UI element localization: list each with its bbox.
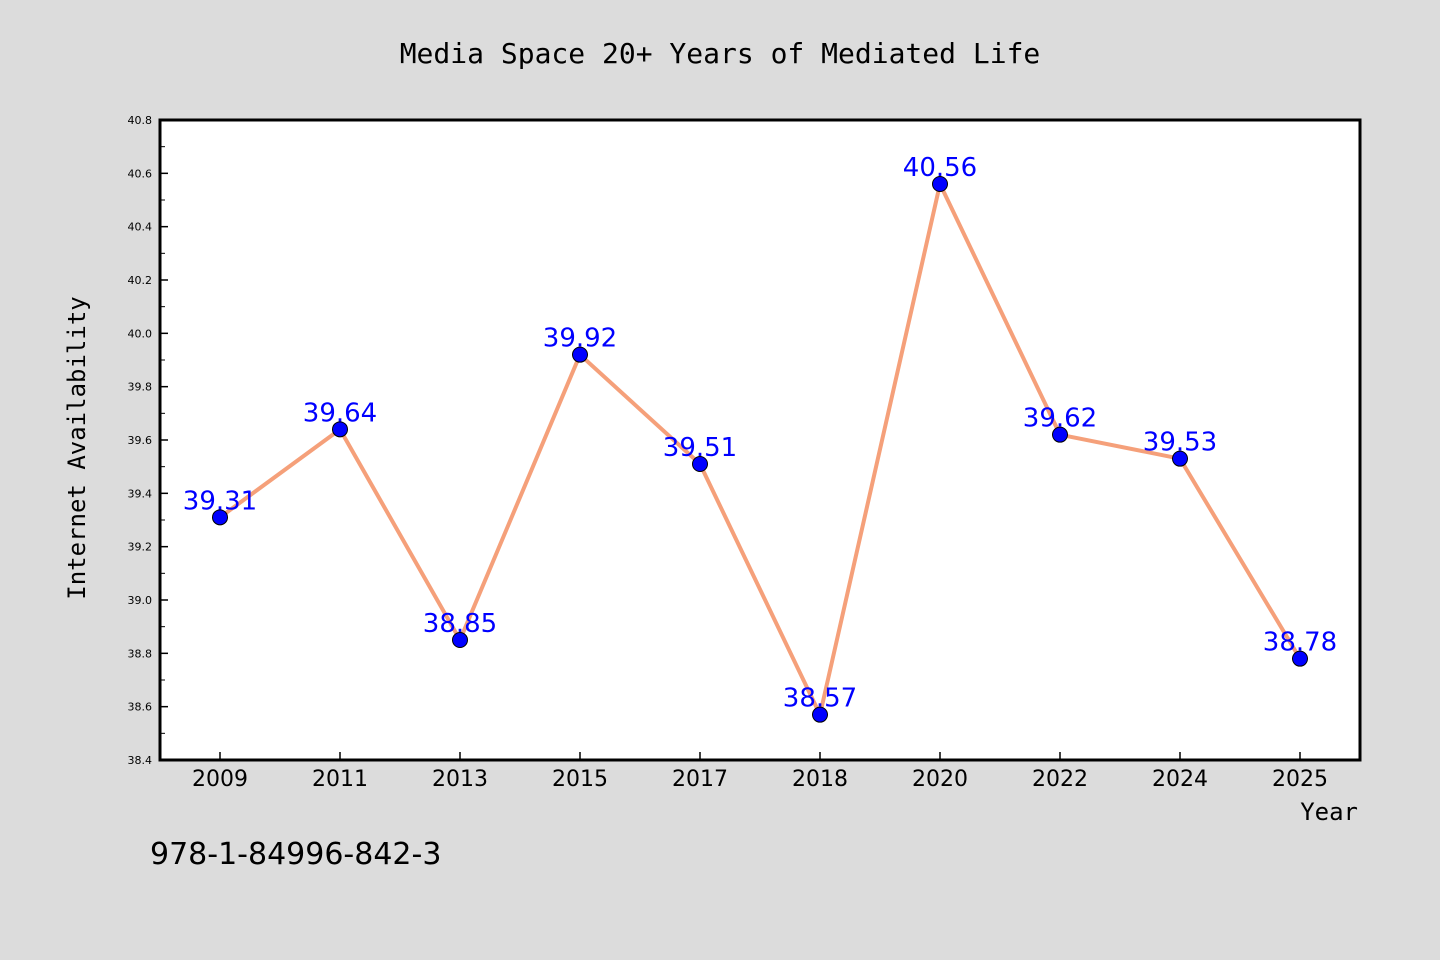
data-point-marker	[452, 632, 468, 648]
chart-title: Media Space 20+ Years of Mediated Life	[400, 37, 1041, 70]
series-line-group	[218, 182, 1302, 717]
markers-group	[212, 176, 1308, 723]
x-tick-label: 2018	[792, 767, 848, 792]
data-point-marker	[812, 706, 828, 723]
data-point-marker	[932, 176, 948, 192]
data-point-marker	[1052, 426, 1068, 443]
data-point-label: 38.85	[423, 609, 497, 639]
y-axis: 38.4 38.6 38.8 39.0 39.2 39.4 39.6 39.8 40.0 40.2…	[128, 114, 168, 767]
y-tick-label: 38.6	[128, 701, 153, 714]
data-point-marker	[692, 456, 708, 472]
y-tick-label: 40.8	[128, 114, 153, 127]
data-point-label: 39.92	[543, 324, 617, 354]
data-point-label: 39.51	[663, 433, 737, 463]
y-tick-label: 40.2	[128, 274, 153, 287]
x-tick-label: 2009	[192, 767, 248, 792]
data-labels-group: 39.31 39.64 38.85 39.92 39.51 38.57 40.56 39.62…	[183, 153, 1337, 714]
x-tick-label: 2017	[672, 767, 728, 792]
x-axis: 2009 2011 2013 2015 2017 2018 2020 2022 2024 2025	[192, 752, 1328, 792]
x-tick-label: 2022	[1032, 767, 1088, 792]
x-tick-label: 2015	[552, 767, 608, 792]
y-tick-label: 40.0	[128, 327, 153, 340]
data-point-label: 38.78	[1263, 628, 1337, 658]
y-tick-label: 40.4	[128, 221, 153, 234]
y-axis-label: Internet Availability	[63, 296, 91, 599]
x-tick-label: 2011	[312, 767, 368, 792]
y-tick-label: 39.4	[128, 487, 153, 500]
y-tick-label: 38.4	[128, 754, 153, 767]
y-tick-label: 39.0	[128, 594, 153, 607]
x-tick-label: 2020	[912, 767, 968, 792]
x-tick-label: 2024	[1152, 767, 1208, 792]
y-tick-label: 39.2	[128, 541, 153, 554]
data-point-marker	[332, 421, 348, 438]
x-axis-label: Year	[1300, 798, 1358, 826]
y-tick-label: 39.8	[128, 381, 153, 394]
data-point-label: 39.53	[1143, 428, 1217, 458]
data-point-marker	[212, 509, 228, 526]
plot-area	[158, 118, 1362, 762]
data-point-marker	[1172, 450, 1188, 467]
y-tick-label: 39.6	[128, 434, 153, 447]
x-tick-label: 2025	[1272, 767, 1328, 792]
data-point-label: 39.62	[1023, 404, 1097, 434]
data-point-label: 39.64	[303, 398, 377, 428]
data-point-label: 40.56	[903, 153, 977, 183]
series-line	[218, 182, 1302, 717]
data-point-marker	[572, 346, 588, 363]
x-tick-label: 2013	[432, 767, 488, 792]
data-point-label: 39.31	[183, 486, 257, 516]
data-point-marker	[1292, 650, 1308, 667]
footer-isbn: 978-1-84996-842-3	[150, 837, 441, 872]
y-tick-label: 40.6	[128, 167, 153, 180]
y-tick-label: 38.8	[128, 647, 153, 660]
data-point-label: 38.57	[783, 684, 857, 714]
